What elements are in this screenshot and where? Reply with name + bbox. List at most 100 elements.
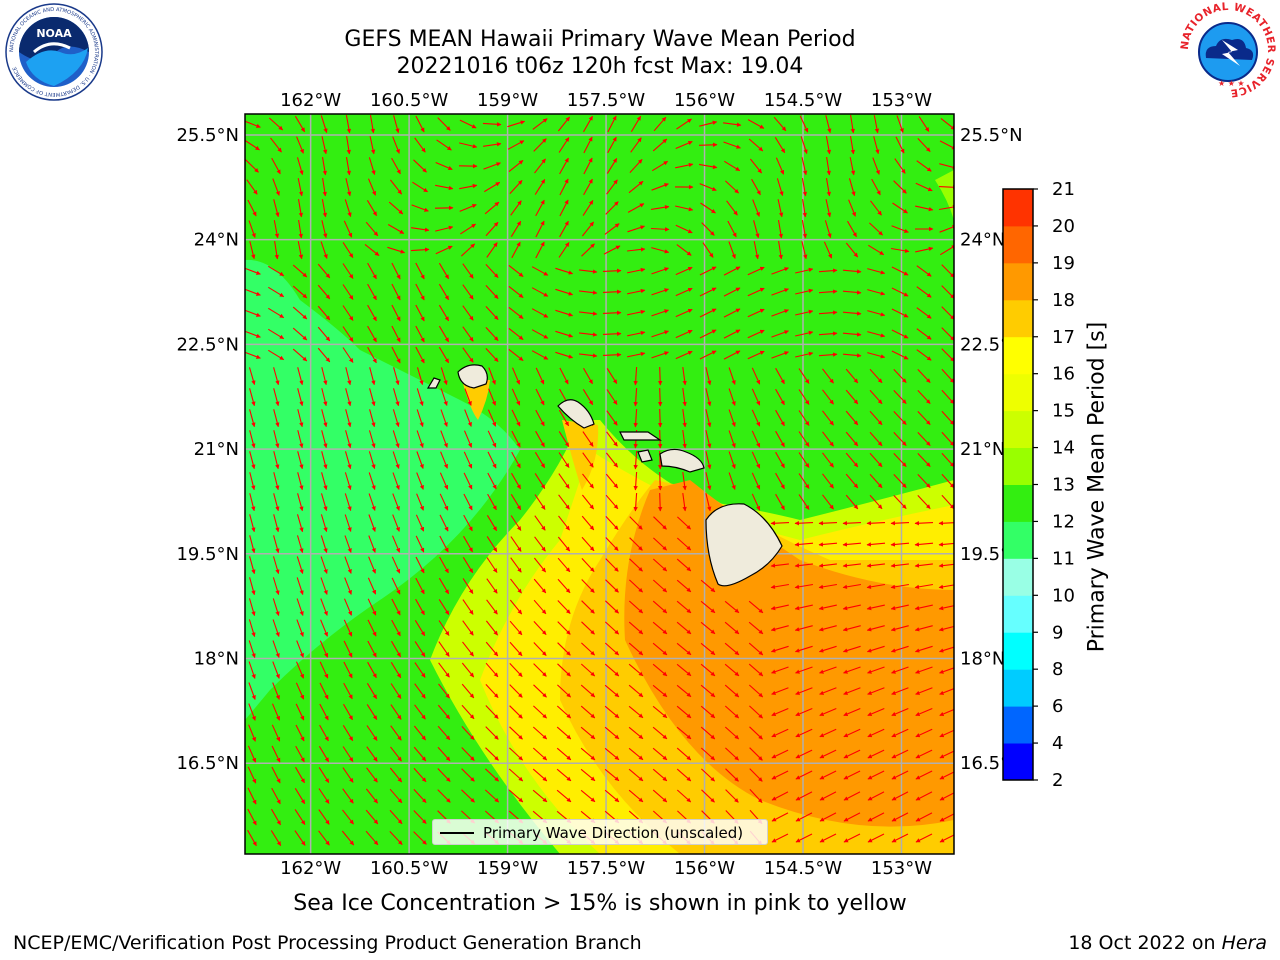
wave-arrow-740	[319, 640, 329, 658]
wave-arrow-864	[413, 725, 427, 741]
wave-arrow-252	[531, 287, 549, 297]
wave-arrow-966	[701, 789, 715, 803]
wave-arrow-109	[699, 183, 717, 191]
wave-arrow-455	[368, 430, 376, 449]
wave-arrow-1035	[915, 833, 933, 843]
wave-arrow-823	[867, 687, 885, 695]
wave-arrow-368	[440, 367, 448, 386]
wave-arrow-259	[699, 287, 717, 297]
wave-arrow-373	[559, 367, 569, 385]
wave-arrow-695	[676, 600, 692, 614]
wave-arrow-699	[770, 604, 789, 611]
wave-arrow-256	[627, 288, 646, 295]
wave-arrow-768	[272, 661, 280, 679]
wave-arrow-143	[802, 199, 807, 218]
colorbar-segment-5	[1003, 558, 1033, 596]
wave-arrow-26	[873, 115, 880, 134]
wave-arrow-590	[818, 521, 838, 526]
wave-arrow-554	[581, 494, 595, 510]
wave-arrow-440	[728, 409, 736, 427]
wave-arrow-431	[511, 409, 521, 427]
wave-arrow-777	[485, 662, 499, 678]
wave-arrow-694	[652, 600, 668, 614]
wave-arrow-122	[297, 199, 304, 218]
wave-arrow-123	[321, 199, 328, 218]
wave-arrow-596	[249, 535, 256, 554]
wave-arrow-146	[870, 200, 882, 216]
wave-arrow-594	[914, 521, 934, 526]
wave-arrow-575	[392, 514, 400, 532]
wave-arrow-77	[652, 160, 669, 172]
wave-arrow-524	[582, 473, 594, 489]
wave-arrow-818	[748, 684, 764, 698]
wave-arrow-743	[391, 640, 401, 658]
wave-arrow-509	[941, 452, 954, 468]
lon-tick-bottom-3: 157.5°W	[567, 858, 646, 879]
wave-arrow-655	[391, 577, 401, 595]
colorbar-segment-4	[1003, 595, 1033, 633]
wave-arrow-382	[775, 367, 785, 385]
wave-arrow-250	[485, 285, 499, 299]
wave-arrow-572	[320, 514, 328, 533]
wave-arrow-711	[343, 619, 353, 637]
wave-arrow-507	[893, 453, 907, 467]
wave-arrow-260	[723, 287, 741, 297]
wave-arrow-556	[633, 492, 638, 512]
wave-arrow-445	[845, 410, 859, 426]
wave-arrow-263	[795, 288, 814, 295]
wave-arrow-930	[556, 768, 572, 782]
wave-arrow-330	[245, 351, 261, 359]
wave-arrow-327	[891, 329, 909, 339]
wave-arrow-404	[582, 389, 594, 406]
wave-arrow-348	[675, 350, 693, 360]
wave-arrow-88	[916, 160, 932, 172]
wave-arrow-0	[245, 120, 261, 128]
wave-arrow-106	[628, 180, 644, 194]
wave-arrow-320	[723, 329, 741, 339]
noaa-logo-text: NOAA	[36, 27, 72, 40]
wave-arrow-838	[509, 705, 523, 719]
wave-arrow-332	[292, 348, 308, 362]
wave-arrow-643	[818, 563, 837, 568]
wave-arrow-959	[532, 789, 548, 803]
wave-arrow-682	[367, 598, 377, 616]
wave-arrow-835	[437, 704, 451, 720]
wave-arrow-561	[775, 493, 785, 511]
wave-arrow-521	[511, 472, 521, 490]
wave-arrow-170	[727, 220, 737, 238]
wave-arrow-1010	[318, 830, 330, 846]
map-subtitle-date: 20221016 t06z 120h fcst Max: 19.04	[396, 54, 804, 79]
wave-arrow-915	[915, 749, 933, 759]
wave-arrow-925	[437, 768, 451, 782]
wave-arrow-949	[294, 788, 306, 805]
wave-arrow-918	[271, 766, 281, 784]
wave-arrow-646	[890, 563, 909, 568]
wave-arrow-892	[366, 746, 378, 762]
wave-arrow-938	[749, 768, 763, 782]
wave-arrow-821	[819, 687, 837, 695]
wave-arrow-901	[580, 747, 596, 761]
colorbar-label-3: 8	[1052, 659, 1063, 680]
wave-arrow-25	[850, 115, 855, 134]
wave-arrow-267	[891, 287, 909, 297]
wave-arrow-13	[557, 116, 571, 132]
wave-arrow-652	[320, 577, 328, 595]
wave-arrow-624	[296, 556, 304, 575]
wave-arrow-562	[798, 494, 810, 510]
wave-arrow-360	[248, 367, 256, 386]
wave-arrow-36	[392, 136, 400, 154]
wave-arrow-668	[700, 579, 716, 593]
wave-arrow-199	[702, 242, 714, 258]
wave-arrow-940	[795, 770, 813, 780]
wave-arrow-876	[700, 726, 716, 740]
colorbar-label-5: 10	[1052, 585, 1075, 606]
wave-arrow-927	[485, 768, 499, 782]
wave-arrow-210	[245, 267, 261, 275]
wave-arrow-116	[871, 178, 881, 196]
wave-arrow-933	[628, 768, 644, 782]
wave-arrow-437	[657, 408, 663, 428]
wave-arrow-305	[367, 325, 377, 343]
wave-arrow-783	[628, 663, 644, 677]
wave-arrow-773	[390, 662, 402, 679]
